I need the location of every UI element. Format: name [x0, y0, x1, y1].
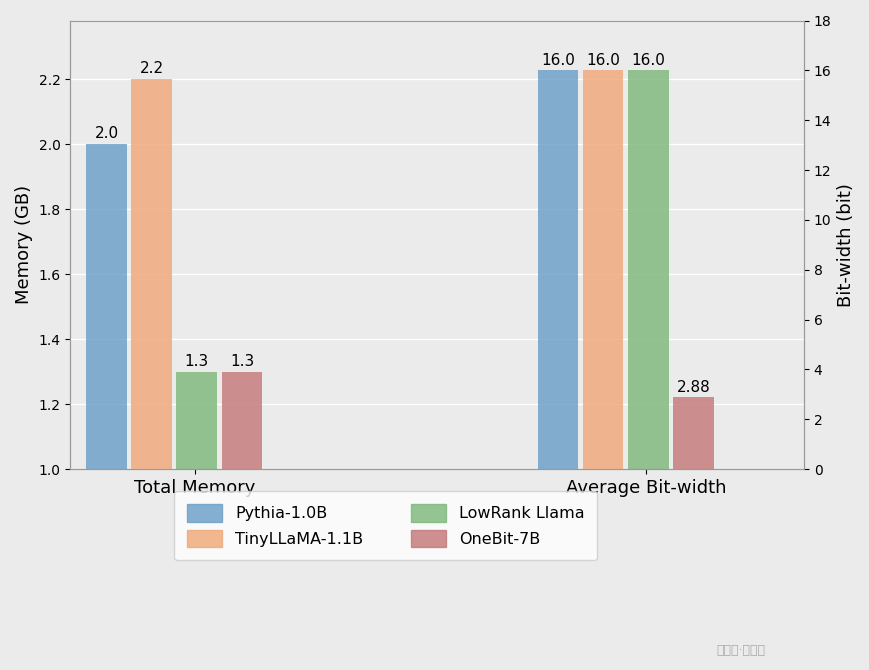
Bar [582, 70, 623, 469]
Bar [537, 70, 578, 469]
Legend: Pythia-1.0B, TinyLLaMA-1.1B, LowRank Llama, OneBit-7B: Pythia-1.0B, TinyLLaMA-1.1B, LowRank Lla… [174, 491, 597, 560]
Bar [86, 144, 127, 469]
Text: 1.3: 1.3 [229, 354, 254, 369]
Text: 2.0: 2.0 [95, 127, 118, 141]
Bar [673, 397, 713, 469]
Text: 2.88: 2.88 [676, 380, 709, 395]
Y-axis label: Bit-width (bit): Bit-width (bit) [836, 183, 854, 307]
Bar [131, 79, 172, 469]
Text: 公众号·量子位: 公众号·量子位 [716, 644, 765, 657]
Bar [627, 70, 667, 469]
Text: 16.0: 16.0 [586, 53, 620, 68]
Text: 16.0: 16.0 [541, 53, 574, 68]
Text: 1.3: 1.3 [184, 354, 209, 369]
Text: 2.2: 2.2 [139, 62, 163, 76]
Y-axis label: Memory (GB): Memory (GB) [15, 185, 33, 304]
Bar [176, 372, 217, 469]
Bar [222, 372, 262, 469]
Text: 16.0: 16.0 [631, 53, 665, 68]
